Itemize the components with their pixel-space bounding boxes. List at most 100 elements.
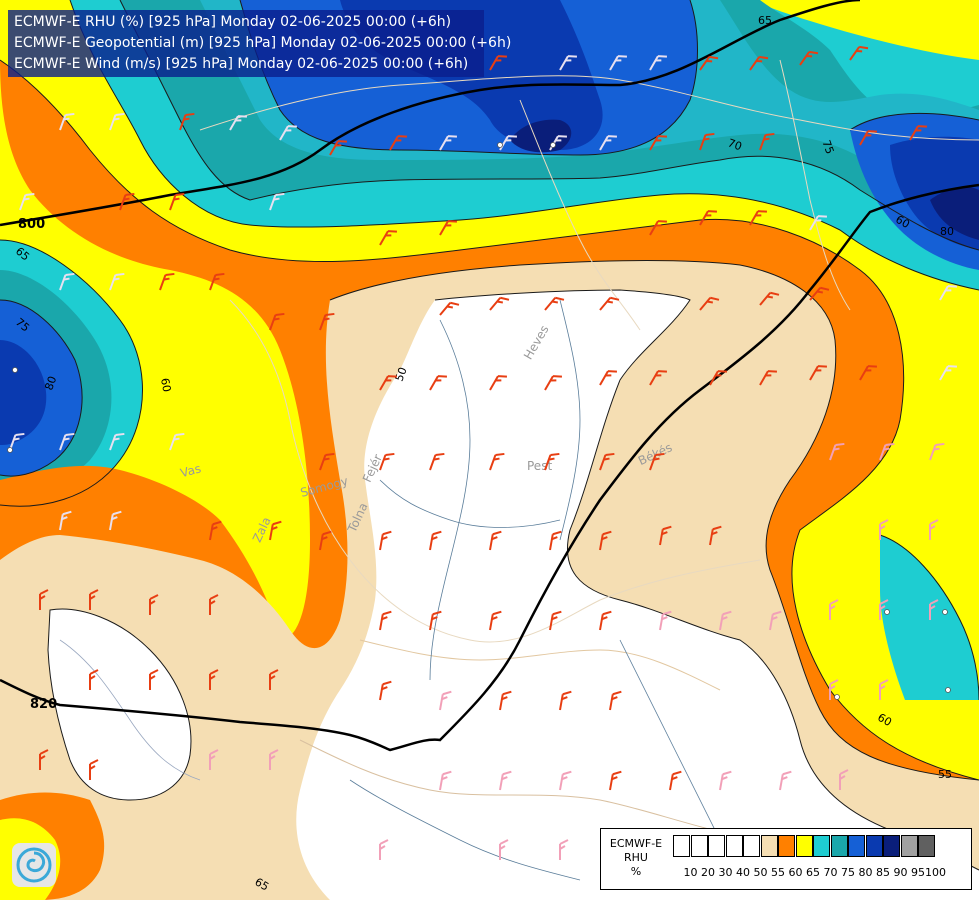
wind-barb (929, 519, 939, 540)
wind-barb (559, 55, 577, 71)
wind-barb (809, 365, 827, 381)
wind-barb (829, 442, 845, 461)
wind-barb (939, 285, 957, 301)
wind-barb (89, 669, 99, 690)
rh-label-50: 50 (393, 365, 410, 383)
wind-barb (269, 312, 285, 331)
wind-barb (209, 520, 222, 541)
wind-barb (109, 112, 125, 131)
legend-tick-label: 65 (806, 866, 820, 879)
rh-label-55: 55 (938, 768, 952, 781)
geopotential-line-800 (0, 0, 861, 227)
rh-band-85-west (0, 340, 47, 445)
wind-barb (379, 452, 395, 471)
wind-barb (659, 525, 672, 546)
legend-tick-label: 10 (683, 866, 698, 879)
rh-band-90-north (510, 119, 572, 153)
wind-barb (549, 610, 562, 631)
legend-swatch (760, 835, 778, 857)
rh-contour-lines (0, 0, 979, 871)
wind-barb (159, 272, 175, 291)
wind-barb (544, 296, 565, 311)
wind-barb (39, 589, 49, 610)
wind-barb (109, 432, 125, 451)
wind-barb (649, 135, 667, 151)
wind-barb (429, 452, 445, 471)
wind-barb (429, 530, 442, 551)
wind-barb (544, 452, 560, 471)
legend-tick-label: 85 (876, 866, 890, 879)
legend-swatch (900, 835, 918, 857)
rh-label-70: 70 (726, 136, 744, 153)
legend-tick-label: 60 (788, 866, 803, 879)
wind-barb (209, 669, 219, 690)
rh-band-90-ne (930, 187, 979, 240)
header-geopotential-line: ECMWF-E Geopotential (m) [925 hPa] Monda… (14, 35, 512, 51)
legend-swatch (848, 835, 865, 857)
wind-barb (699, 210, 717, 226)
wind-barb (599, 135, 617, 151)
legend-swatch (778, 835, 795, 857)
wind-barb (909, 125, 927, 141)
wind-barb (279, 125, 297, 141)
wind-barb (489, 610, 502, 631)
wind-barb (209, 272, 225, 291)
wind-barb (379, 839, 389, 860)
wind-barb (439, 301, 460, 316)
legend-tick-label: 55 (771, 866, 785, 879)
wind-barb (609, 770, 622, 791)
wind-barb (879, 599, 889, 620)
wind-barb (544, 375, 562, 391)
wind-barb (439, 690, 452, 711)
wind-barb (379, 610, 392, 631)
wind-barb (879, 519, 889, 540)
wind-barb (879, 679, 889, 700)
rh-label-80-a: 80 (42, 374, 59, 392)
legend-tick-label: 70 (823, 866, 838, 879)
legend-title-source: ECMWF-E (609, 837, 663, 850)
wind-barb (269, 520, 282, 541)
region-label-vas: Vas (179, 461, 203, 480)
wind-barb (149, 594, 159, 615)
legend-swatch (743, 835, 760, 857)
rh-label-60-c: 60 (893, 213, 912, 231)
wind-barb (489, 530, 502, 551)
wind-barb (499, 135, 517, 151)
wind-barb (799, 50, 819, 66)
wind-barb (559, 690, 572, 711)
wind-barb (39, 749, 49, 770)
wind-barb (699, 132, 715, 151)
rh-label-65-c: 65 (252, 875, 271, 893)
wind-barb (499, 770, 512, 791)
header-rhu-line: ECMWF-E RHU (%) [925 hPa] Monday 02-06-2… (14, 14, 452, 30)
wind-barb (649, 220, 667, 236)
wind-barb (809, 286, 830, 301)
wind-barb (439, 220, 457, 236)
wind-barb (489, 55, 507, 71)
wind-barb (759, 132, 775, 151)
rh-band-lt50 (296, 290, 979, 900)
wind-barb (59, 510, 72, 531)
wind-barb (749, 210, 767, 226)
geopotential-line-820 (0, 183, 979, 752)
wind-barb (599, 296, 620, 311)
swirl-icon (16, 847, 52, 883)
wind-barb (59, 272, 75, 291)
wind-barb (649, 452, 665, 471)
wind-barb (489, 452, 505, 471)
rh-label-65-a: 65 (758, 14, 772, 27)
wind-barb (929, 442, 945, 461)
wind-barb (809, 215, 827, 231)
legend-tick-label: 20 (701, 866, 715, 879)
wind-barb (829, 679, 839, 700)
wind-barb (719, 770, 732, 791)
wind-barb (709, 370, 727, 386)
wind-barb (699, 55, 719, 71)
wind-barb (849, 45, 869, 61)
wind-barb (709, 525, 722, 546)
wind-barb (19, 192, 35, 211)
wind-barb (319, 530, 332, 551)
legend-tick-label: 90 (893, 866, 908, 879)
wind-barb (109, 272, 125, 291)
